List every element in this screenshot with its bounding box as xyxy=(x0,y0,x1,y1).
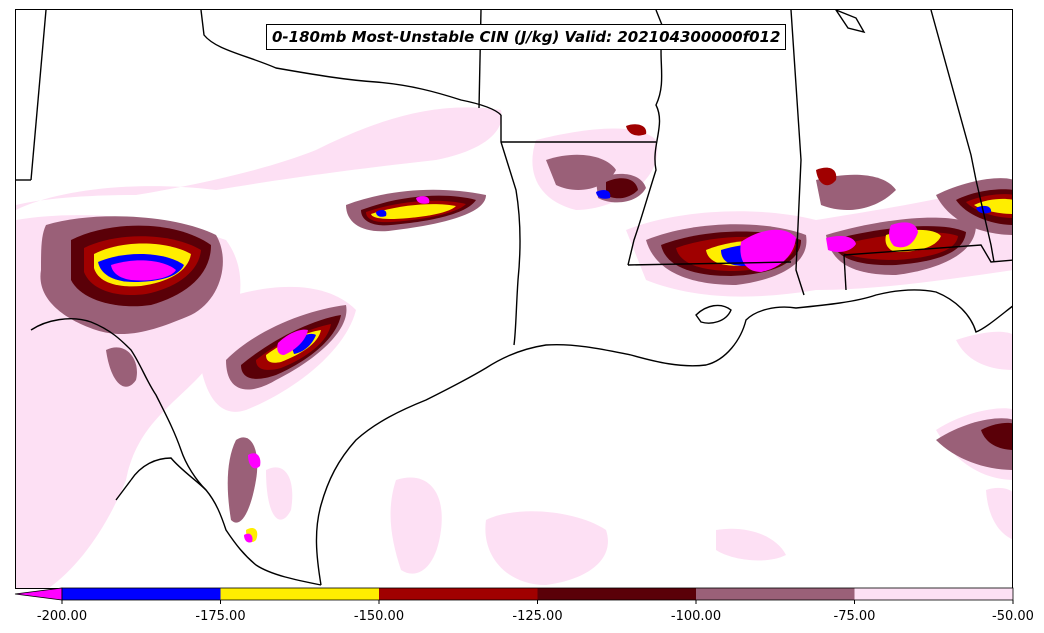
colorbar-segment xyxy=(221,588,380,600)
colorbar-segment xyxy=(696,588,855,600)
colorbar-tick-label: -125.00 xyxy=(512,609,562,624)
colorbar-segment xyxy=(379,588,538,600)
colorbar-tick-label: -100.00 xyxy=(671,609,721,624)
state-border-line xyxy=(501,115,520,345)
colorbar-segment xyxy=(62,588,221,600)
colorbar-tick-label: -200.00 xyxy=(37,609,87,624)
state-border-line xyxy=(696,305,731,323)
state-border-line xyxy=(31,10,46,180)
state-border-line xyxy=(836,10,864,32)
colorbar-segments xyxy=(15,588,1013,604)
colorbar-tick-label: -50.00 xyxy=(992,609,1034,624)
colorbar xyxy=(0,585,1044,607)
colorbar-extend-triangle xyxy=(15,588,62,600)
map-title: 0-180mb Most-Unstable CIN (J/kg) Valid: … xyxy=(266,24,786,50)
state-border-line xyxy=(131,458,206,490)
colorbar-tick-label: -150.00 xyxy=(354,609,404,624)
colorbar-tick-label: -175.00 xyxy=(195,609,245,624)
colorbar-segment xyxy=(538,588,697,600)
cin-map xyxy=(16,10,1013,589)
map-area: 0-180mb Most-Unstable CIN (J/kg) Valid: … xyxy=(15,9,1013,589)
colorbar-segment xyxy=(855,588,1014,600)
colorbar-tick-label: -75.00 xyxy=(834,609,876,624)
